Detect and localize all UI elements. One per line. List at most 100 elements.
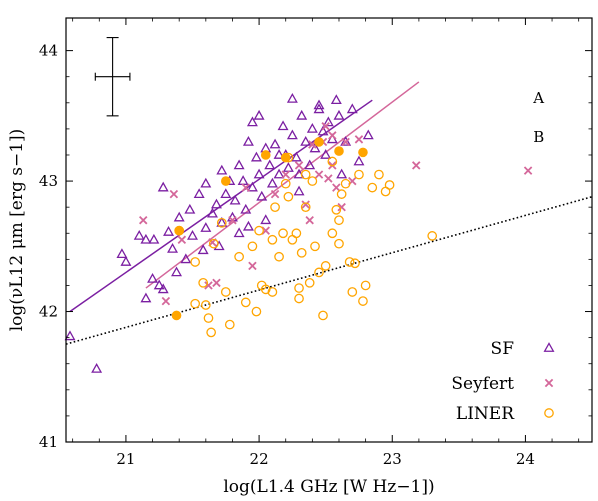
y-tick-label-44: 44 xyxy=(39,42,58,60)
x-tick-label-21: 21 xyxy=(116,450,135,468)
point-seyfert-1 xyxy=(161,296,171,306)
point-liner-28 xyxy=(310,241,320,252)
point-sf-34 xyxy=(256,190,268,201)
point-liner-filled-2 xyxy=(220,176,231,186)
point-seyfert-27-stroke-2 xyxy=(523,166,533,175)
point-sf-72 xyxy=(293,185,305,196)
point-sf-63 xyxy=(313,99,325,110)
point-liner-filled-3 xyxy=(260,150,271,160)
point-sf-43 xyxy=(286,129,298,140)
point-sf-21 xyxy=(213,240,225,251)
point-sf-46 xyxy=(296,109,308,120)
point-sf-23 xyxy=(220,188,232,198)
point-seyfert-12 xyxy=(294,161,304,170)
point-sf-38 xyxy=(269,138,281,149)
point-sf-75 xyxy=(242,220,254,231)
point-sf-0 xyxy=(64,330,76,341)
point-seyfert-4-stroke-2 xyxy=(204,281,213,290)
point-seyfert-6-stroke-2 xyxy=(212,278,221,288)
point-seyfert-10-stroke-2 xyxy=(270,189,280,199)
point-liner-50 xyxy=(307,176,318,186)
point-liner-8 xyxy=(220,287,231,297)
point-seyfert-15 xyxy=(314,170,324,179)
point-liner-11 xyxy=(240,297,251,308)
plot-content: AB xyxy=(64,37,593,373)
point-seyfert-19-stroke-2 xyxy=(332,183,341,192)
point-liner-1 xyxy=(190,257,201,267)
point-sf-73 xyxy=(253,109,265,120)
point-sf-66 xyxy=(200,177,212,188)
point-sf-30 xyxy=(242,136,254,146)
point-liner-10 xyxy=(234,251,244,262)
point-liner-46 xyxy=(384,180,395,190)
point-liner-52 xyxy=(267,234,278,245)
annotation-a: A xyxy=(532,89,544,107)
point-sf-74 xyxy=(273,149,285,159)
point-liner-38 xyxy=(347,287,358,297)
error-bar xyxy=(94,37,131,117)
point-sf-28 xyxy=(237,175,249,185)
point-liner-35 xyxy=(336,189,347,199)
point-seyfert-4 xyxy=(204,281,213,290)
point-seyfert-6 xyxy=(212,278,221,288)
y-tick-label-43: 43 xyxy=(39,172,58,190)
point-seyfert-3 xyxy=(177,235,187,245)
point-seyfert-18-stroke-2 xyxy=(328,131,337,140)
point-liner-25 xyxy=(296,247,307,258)
point-sf-2 xyxy=(116,248,128,259)
point-seyfert-9 xyxy=(261,226,270,235)
point-sf-47 xyxy=(300,136,312,146)
point-seyfert-0 xyxy=(138,215,148,225)
point-seyfert-28-stroke-2 xyxy=(305,215,314,225)
point-seyfert-29 xyxy=(241,183,251,192)
point-seyfert-20-stroke-2 xyxy=(337,202,346,212)
point-liner-12 xyxy=(247,241,258,252)
point-sf-18 xyxy=(200,222,212,232)
point-sf-56 xyxy=(330,94,342,105)
x-tick-label-24: 24 xyxy=(516,450,535,468)
point-liner-43 xyxy=(367,182,378,193)
point-seyfert-9-stroke-2 xyxy=(261,226,270,235)
point-sf-13 xyxy=(173,211,185,222)
point-seyfert-12-stroke-2 xyxy=(294,161,304,170)
point-sf-19 xyxy=(207,207,218,218)
point-seyfert-26-stroke-2 xyxy=(411,161,421,170)
point-seyfert-2-stroke-2 xyxy=(169,189,179,199)
point-sf-22 xyxy=(216,216,228,227)
point-liner-30 xyxy=(318,310,328,321)
point-sf-58 xyxy=(340,136,352,146)
point-seyfert-16-stroke-2 xyxy=(321,122,330,131)
point-sf-53 xyxy=(320,149,332,159)
point-sf-57 xyxy=(333,109,345,120)
point-sf-17 xyxy=(197,244,209,255)
point-liner-42 xyxy=(360,280,371,291)
point-liner-39 xyxy=(350,258,360,269)
point-seyfert-21-stroke-2 xyxy=(341,137,350,147)
point-seyfert-28 xyxy=(305,215,314,225)
point-liner-32 xyxy=(327,228,338,239)
point-liner-41 xyxy=(358,296,368,306)
point-sf-69 xyxy=(140,292,152,303)
point-sf-40 xyxy=(277,120,289,131)
point-sf-59 xyxy=(346,103,358,114)
point-liner-9 xyxy=(224,319,235,330)
point-sf-5 xyxy=(140,233,152,244)
point-sf-10 xyxy=(163,226,175,236)
series-sf xyxy=(64,92,374,373)
point-sf-33 xyxy=(253,168,265,179)
point-seyfert-27 xyxy=(523,166,533,175)
point-sf-9 xyxy=(157,283,169,294)
point-sf-31 xyxy=(246,181,258,192)
y-axis-label: log(νL12 μm [erg s−1]) xyxy=(7,129,27,332)
point-sf-71 xyxy=(260,214,272,225)
legend-label-liner: LINER xyxy=(456,404,515,424)
point-sf-16 xyxy=(193,188,205,198)
point-sf-27 xyxy=(233,159,245,170)
point-seyfert-7 xyxy=(228,215,237,225)
point-liner-31 xyxy=(320,261,331,271)
point-seyfert-11 xyxy=(281,170,290,179)
plot-frame xyxy=(65,17,593,443)
point-liner-26 xyxy=(300,202,311,213)
point-liner-filled-1 xyxy=(174,225,184,236)
